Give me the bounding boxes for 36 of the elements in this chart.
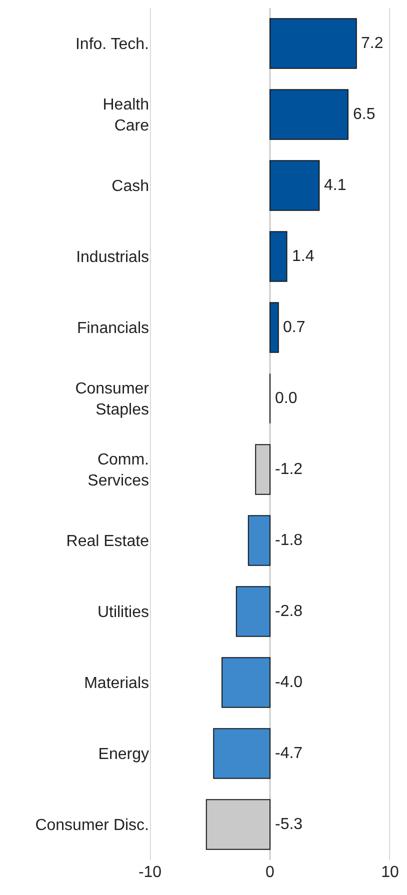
y-tick-label: Financials [76,320,149,338]
bar [222,657,270,708]
bar [213,728,270,779]
bar [270,302,279,353]
data-label: -4.0 [275,674,303,691]
data-label: -1.8 [275,532,303,549]
data-label: -1.2 [275,461,303,478]
y-tick-label: Real Estate [66,533,150,550]
data-label: -4.7 [275,745,303,762]
data-label: -5.3 [275,816,303,833]
bar [248,515,270,566]
bar [270,89,348,140]
y-tick-label: Comm. Services [88,452,149,490]
y-tick-label: Consumer Disc. [35,817,149,834]
y-tick-label: Energy [98,746,149,764]
bar [270,18,357,69]
bar [236,586,270,637]
data-label: 4.1 [324,177,346,194]
data-label: 6.5 [353,106,376,123]
data-label: 7.2 [361,35,384,52]
x-tick-label: 0 [266,864,275,881]
bar [270,231,288,282]
data-label: 0.0 [275,390,298,407]
y-tick-label: Utilities [97,604,149,622]
x-tick-label: 10 [381,864,399,881]
y-tick-label: Industrials [76,249,149,266]
x-tick-label: -10 [138,864,162,881]
data-label: -2.8 [275,603,303,620]
y-tick-label: Consumer Staples [75,380,150,418]
y-tick-label: Info. Tech. [75,36,149,54]
y-tick-label: Health Care [102,96,150,134]
y-tick-label: Materials [84,675,149,692]
y-tick-label: Cash [112,178,149,196]
data-label: 0.7 [283,319,306,336]
data-label: 1.4 [292,248,314,265]
bar [270,160,320,211]
